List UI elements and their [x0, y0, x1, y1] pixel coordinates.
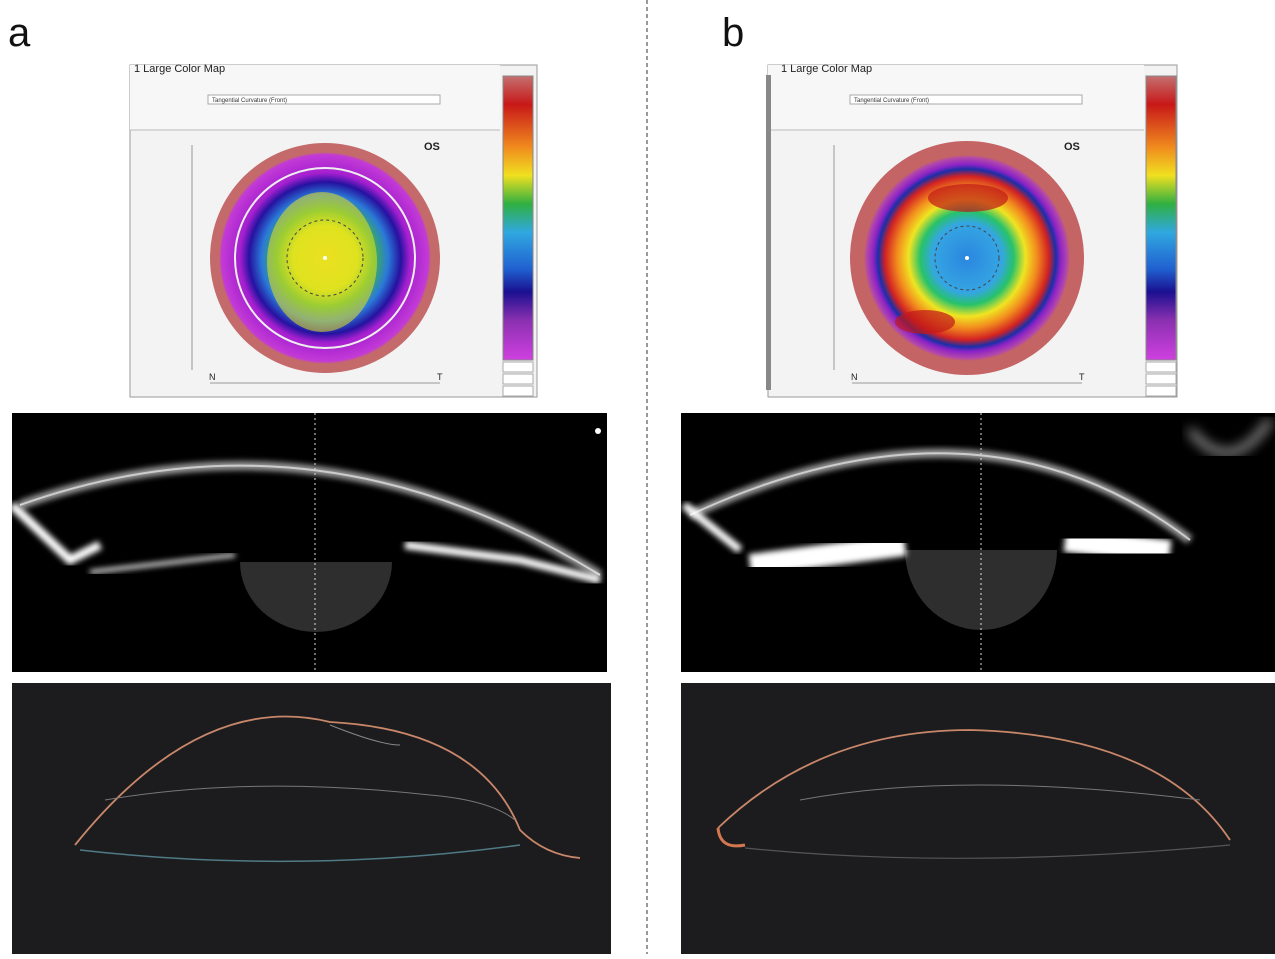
dropdown-text: Tangential Curvature (Front): [854, 98, 929, 104]
map-window: 1 Large Color Map Tangential Curvature (…: [766, 63, 1177, 397]
scale-button[interactable]: [1146, 362, 1176, 372]
scale-button[interactable]: [1146, 386, 1176, 396]
center: [323, 256, 327, 260]
panel-label: b: [722, 11, 744, 55]
marker: [595, 428, 601, 434]
scale-button[interactable]: [1146, 374, 1176, 384]
color-scale: [1146, 76, 1176, 360]
scale-button[interactable]: [503, 386, 533, 396]
panel-label: a: [8, 11, 31, 55]
figure: a b 1 Large Color Map Tangential Curvatu…: [0, 0, 1275, 954]
nasal-label: N: [851, 372, 858, 382]
page: a b 1 Large Color Map Tangential Curvatu…: [0, 0, 1275, 954]
map-region: [267, 192, 377, 332]
window-edge: [766, 75, 771, 390]
lens-photo: [681, 683, 1275, 954]
iris: [1065, 540, 1170, 552]
temporal-label: T: [437, 372, 443, 382]
scale-button[interactable]: [503, 374, 533, 384]
temporal-label: T: [1079, 372, 1085, 382]
lens-photo: [12, 683, 611, 954]
dropdown-text: Tangential Curvature (Front): [212, 98, 287, 104]
oct-background: [12, 413, 607, 672]
window-title: 1 Large Color Map: [781, 63, 872, 75]
eye-label: OS: [424, 141, 440, 153]
window-title: 1 Large Color Map: [134, 63, 225, 75]
map-region: [895, 310, 955, 334]
eye-label: OS: [1064, 141, 1080, 153]
map-window: 1 Large Color Map Tangential Curvature (…: [130, 63, 537, 397]
center: [965, 256, 969, 260]
map-region: [928, 184, 1008, 212]
oct-image: [12, 413, 607, 672]
photo-background: [681, 683, 1275, 954]
scale-button[interactable]: [503, 362, 533, 372]
nasal-label: N: [209, 372, 216, 382]
color-scale: [503, 76, 533, 360]
oct-image: [681, 413, 1275, 672]
photo-background: [12, 683, 611, 954]
